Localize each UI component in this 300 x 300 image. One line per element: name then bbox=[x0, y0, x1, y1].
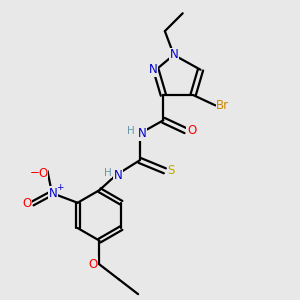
Text: Br: Br bbox=[216, 99, 230, 112]
Text: +: + bbox=[56, 183, 63, 192]
Text: N: N bbox=[148, 63, 157, 76]
Text: O: O bbox=[38, 167, 48, 180]
Text: H: H bbox=[128, 126, 135, 136]
Text: O: O bbox=[187, 124, 196, 137]
Text: S: S bbox=[168, 164, 175, 177]
Text: −: − bbox=[30, 166, 40, 179]
Text: N: N bbox=[169, 48, 178, 62]
Text: N: N bbox=[49, 187, 58, 200]
Text: N: N bbox=[138, 127, 146, 140]
Text: H: H bbox=[103, 168, 111, 178]
Text: O: O bbox=[22, 197, 31, 210]
Text: N: N bbox=[114, 169, 123, 182]
Text: O: O bbox=[88, 258, 98, 271]
